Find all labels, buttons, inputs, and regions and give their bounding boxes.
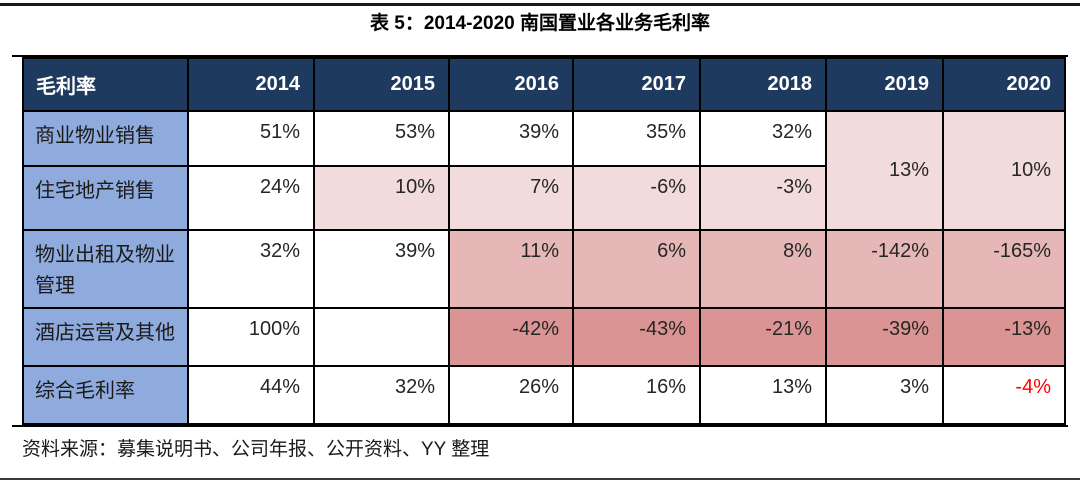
table-cell: 44% bbox=[187, 365, 315, 425]
table-cell: 3% bbox=[825, 365, 944, 425]
header-row: 毛利率 2014 2015 2016 2017 2018 2019 2020 bbox=[22, 57, 1066, 112]
table-cell: 16% bbox=[572, 365, 701, 425]
row-label: 酒店运营及其他 bbox=[22, 307, 189, 367]
table-cell: -13% bbox=[942, 307, 1066, 367]
gross-margin-table-wrap: 毛利率 2014 2015 2016 2017 2018 2019 2020 商… bbox=[12, 55, 1068, 427]
table-cell: -42% bbox=[448, 307, 574, 367]
table-title: 表 5：2014-2020 南国置业各业务毛利率 bbox=[370, 13, 710, 34]
table-cell: 11% bbox=[448, 229, 574, 309]
table-cell: -21% bbox=[699, 307, 827, 367]
table-cell: 24% bbox=[187, 165, 315, 231]
table-cell: -165% bbox=[942, 229, 1066, 309]
table-cell: 39% bbox=[313, 229, 450, 309]
merged-cell-2020: 10% bbox=[942, 110, 1066, 231]
table-cell: 7% bbox=[448, 165, 574, 231]
table-cell: -39% bbox=[825, 307, 944, 367]
header-year-2014: 2014 bbox=[187, 57, 315, 112]
table-cell: 6% bbox=[572, 229, 701, 309]
header-year-2017: 2017 bbox=[572, 57, 701, 112]
table-cell: 53% bbox=[313, 110, 450, 167]
table-cell: 32% bbox=[699, 110, 827, 167]
table-row-property-leasing-management: 物业出租及物业管理 32% 39% 11% 6% 8% -142% -165% bbox=[22, 229, 1066, 309]
table-cell: -142% bbox=[825, 229, 944, 309]
header-year-2020: 2020 bbox=[942, 57, 1066, 112]
merged-cell-2019: 13% bbox=[825, 110, 944, 231]
table-cell: 26% bbox=[448, 365, 574, 425]
header-year-2016: 2016 bbox=[448, 57, 574, 112]
gross-margin-table: 毛利率 2014 2015 2016 2017 2018 2019 2020 商… bbox=[22, 57, 1066, 425]
table-row-commercial-property-sales: 商业物业销售 51% 53% 39% 35% 32% 13% 10% bbox=[22, 110, 1066, 231]
table-cell: 100% bbox=[187, 307, 315, 367]
table-cell: 32% bbox=[313, 365, 450, 425]
row-label: 住宅地产销售 bbox=[22, 165, 189, 231]
header-metric: 毛利率 bbox=[22, 57, 189, 112]
table-cell bbox=[313, 307, 450, 367]
table-cell: 35% bbox=[572, 110, 701, 167]
source-note: 资料来源：募集说明书、公司年报、公开资料、YY 整理 bbox=[22, 439, 490, 460]
table-cell: 10% bbox=[313, 165, 450, 231]
table-row-overall-gross-margin: 综合毛利率 44% 32% 26% 16% 13% 3% -4% bbox=[22, 365, 1066, 425]
table-cell: -3% bbox=[699, 165, 827, 231]
table-cell: 13% bbox=[699, 365, 827, 425]
table-cell: -6% bbox=[572, 165, 701, 231]
table-cell: 39% bbox=[448, 110, 574, 167]
header-year-2018: 2018 bbox=[699, 57, 827, 112]
row-label: 综合毛利率 bbox=[22, 365, 189, 425]
table-cell: 32% bbox=[187, 229, 315, 309]
table-cell-negative: -4% bbox=[942, 365, 1066, 425]
top-divider bbox=[0, 3, 1080, 6]
table-cell: -43% bbox=[572, 307, 701, 367]
bottom-divider bbox=[0, 478, 1080, 480]
table-cell: 51% bbox=[187, 110, 315, 167]
table-cell: 8% bbox=[699, 229, 827, 309]
table-row-hotel-operations-other: 酒店运营及其他 100% -42% -43% -21% -39% -13% bbox=[22, 307, 1066, 367]
table-row-residential-property-sales: 住宅地产销售 24% 10% 7% -6% -3% bbox=[22, 165, 1065, 231]
header-year-2019: 2019 bbox=[825, 57, 944, 112]
row-label: 商业物业销售 bbox=[22, 110, 189, 167]
row-label: 物业出租及物业管理 bbox=[22, 229, 189, 309]
header-year-2015: 2015 bbox=[313, 57, 450, 112]
